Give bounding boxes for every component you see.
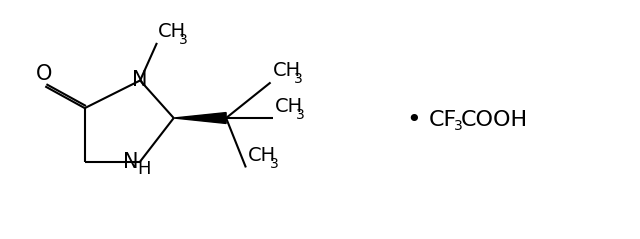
Text: COOH: COOH [460,110,527,130]
Text: O: O [36,65,52,84]
Text: •: • [406,108,421,132]
Text: 3: 3 [294,72,303,86]
Text: N: N [132,71,148,90]
Text: CH: CH [273,61,301,81]
Text: CH: CH [248,147,276,165]
Text: 3: 3 [296,108,305,122]
Text: CF: CF [429,110,457,130]
Text: CH: CH [275,97,303,116]
Text: H: H [138,160,151,178]
Polygon shape [173,113,226,124]
Text: 3: 3 [269,158,278,171]
Text: N: N [123,152,138,172]
Text: CH: CH [158,22,186,41]
Text: 3: 3 [454,119,463,133]
Text: 3: 3 [179,33,188,47]
